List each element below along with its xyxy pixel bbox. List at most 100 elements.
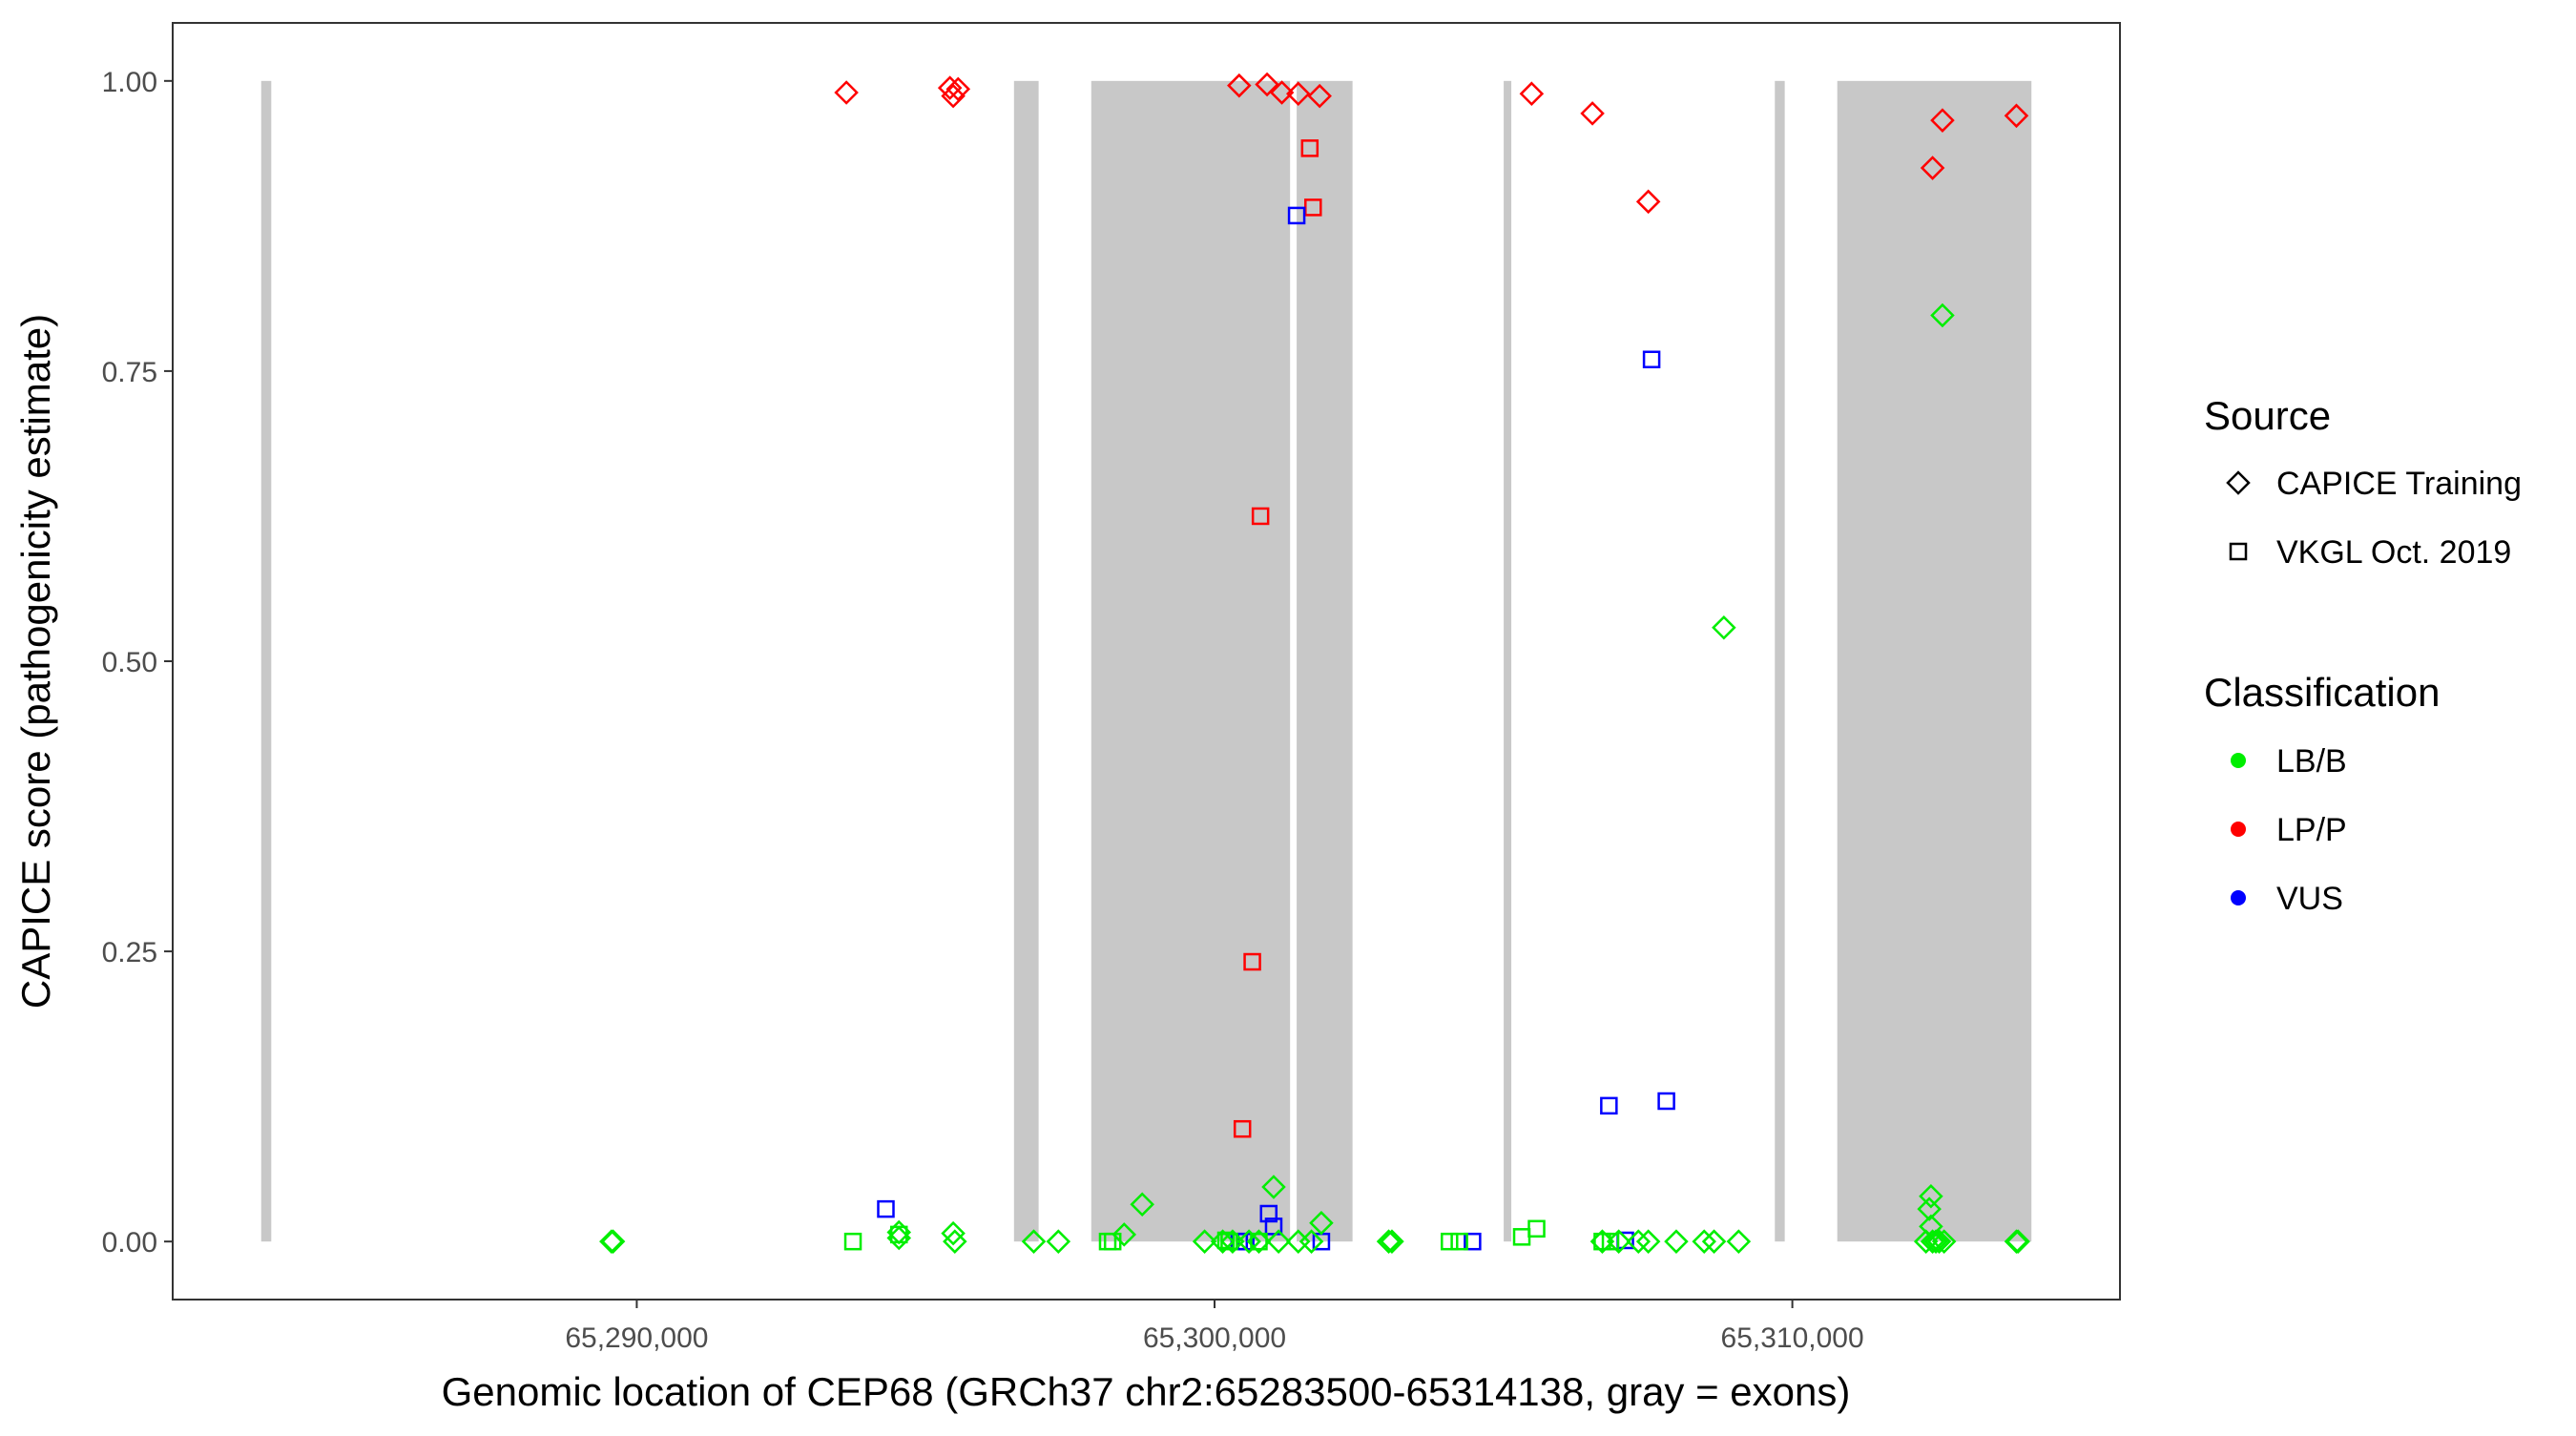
data-point-capice-training [1920,1229,1945,1254]
data-point-capice-training [1111,1222,1137,1247]
data-point-vkgl [1264,1217,1283,1236]
legend-title-source: Source [2204,393,2331,438]
exon-band [260,80,272,1242]
data-point-vkgl [1220,1232,1238,1251]
data-point-capice-training [1261,1175,1286,1199]
data-point-capice-training [1917,1197,1942,1221]
x-axis: 65,290,000 65,300,000 65,310,000 [565,1300,1864,1354]
legend-label: LP/P [2276,812,2347,848]
legend-label: VUS [2276,881,2343,917]
data-point-vkgl [1243,952,1261,971]
data-point-capice-training [1930,302,1955,328]
data-point-vkgl [1103,1232,1122,1251]
data-point-capice-training [1266,1229,1291,1254]
data-point-capice-training [941,83,966,109]
data-point-capice-training [1220,1229,1245,1254]
data-point-capice-training [1255,72,1279,97]
data-point-capice-training [1210,1229,1236,1254]
data-point-capice-training [937,75,963,100]
y-axis: 0.00 0.25 0.50 0.75 1.00 [102,67,173,1259]
data-point-vkgl [889,1225,908,1244]
data-point-capice-training [1931,1229,1957,1254]
data-point-capice-training [1606,1229,1631,1254]
data-point-vkgl [1512,1228,1531,1246]
data-point-capice-training [600,1229,626,1254]
exon-band [1297,80,1353,1242]
exon-band [1775,80,1785,1242]
data-point-vkgl [1250,1232,1268,1251]
x-tick-label: 65,290,000 [565,1322,708,1354]
legend-item-vus: VUS [2231,881,2343,917]
data-point-capice-training [1227,73,1252,98]
data-point-capice-training [1298,1229,1324,1254]
x-axis-title: Genomic location of CEP68 (GRCh37 chr2:6… [442,1369,1851,1414]
data-point-vkgl [1642,350,1661,368]
red-dot-icon [2231,822,2246,837]
data-point-capice-training [1930,108,1955,133]
data-point-capice-training [1376,1229,1402,1254]
data-point-capice-training [1519,81,1545,106]
y-tick-label: 0.75 [102,357,157,388]
y-axis-title: CAPICE score (pathogenicity estimate) [13,314,58,1009]
square-icon [2229,542,2248,561]
data-point-capice-training [1919,1183,1943,1209]
data-point-capice-training [1580,101,1605,126]
data-point-capice-training [1692,1229,1716,1254]
data-points [599,72,2030,1254]
legend-item-lpp: LP/P [2231,812,2347,848]
data-point-capice-training [1380,1229,1404,1254]
data-point-capice-training [1130,1192,1154,1217]
data-point-vkgl [1251,507,1270,526]
data-point-vkgl [1300,139,1319,157]
legend-title-classification: Classification [2204,670,2440,715]
data-point-capice-training [2004,103,2029,129]
legend-label: VKGL Oct. 2019 [2276,534,2511,571]
exon-band [1013,80,1039,1242]
data-point-capice-training [1635,1229,1661,1254]
data-point-vkgl [877,1199,895,1218]
exon-bands [260,80,2032,1242]
data-point-capice-training [1664,1229,1689,1254]
data-point-capice-training [1046,1229,1071,1254]
data-point-vkgl [1601,1232,1620,1251]
data-point-vkgl [843,1232,862,1251]
data-point-capice-training [945,76,971,102]
data-point-vkgl [1441,1232,1459,1251]
data-point-capice-training [1626,1229,1652,1254]
data-point-vkgl [1527,1219,1546,1238]
exon-band [1837,80,2032,1242]
data-point-capice-training [1269,80,1295,105]
legend-label: LB/B [2276,743,2347,780]
y-tick-label: 0.00 [102,1227,157,1259]
data-point-capice-training [943,1229,967,1254]
data-point-capice-training [1635,189,1661,215]
data-point-vkgl [1287,206,1306,225]
data-point-capice-training [1701,1229,1727,1254]
blue-dot-icon [2231,890,2246,905]
y-tick-label: 0.50 [102,647,157,678]
data-point-capice-training [1923,1229,1948,1254]
data-point-capice-training [1021,1229,1047,1254]
data-point-vkgl [1464,1232,1482,1251]
data-point-vkgl [1233,1119,1252,1138]
exon-band [1091,80,1291,1242]
x-tick-label: 65,310,000 [1721,1322,1864,1354]
data-point-capice-training [1712,614,1736,640]
legend-item-capice-training: CAPICE Training [2226,466,2522,502]
data-point-capice-training [1309,1210,1334,1236]
data-point-vkgl [1450,1232,1468,1251]
data-point-vkgl [1600,1096,1618,1115]
data-point-capice-training [834,80,859,105]
green-dot-icon [2231,753,2246,768]
data-point-capice-training [2005,1229,2030,1254]
legend: Source CAPICE Training VKGL Oct. 2019 Cl… [2204,393,2522,917]
data-point-capice-training [1926,1229,1952,1254]
data-point-capice-training [1286,81,1311,106]
legend-label: CAPICE Training [2276,466,2522,502]
data-point-capice-training [1192,1229,1217,1254]
legend-item-vkgl: VKGL Oct. 2019 [2229,534,2511,571]
y-tick-label: 0.25 [102,937,157,968]
data-point-capice-training [1236,1229,1261,1254]
data-point-vkgl [1259,1204,1278,1223]
